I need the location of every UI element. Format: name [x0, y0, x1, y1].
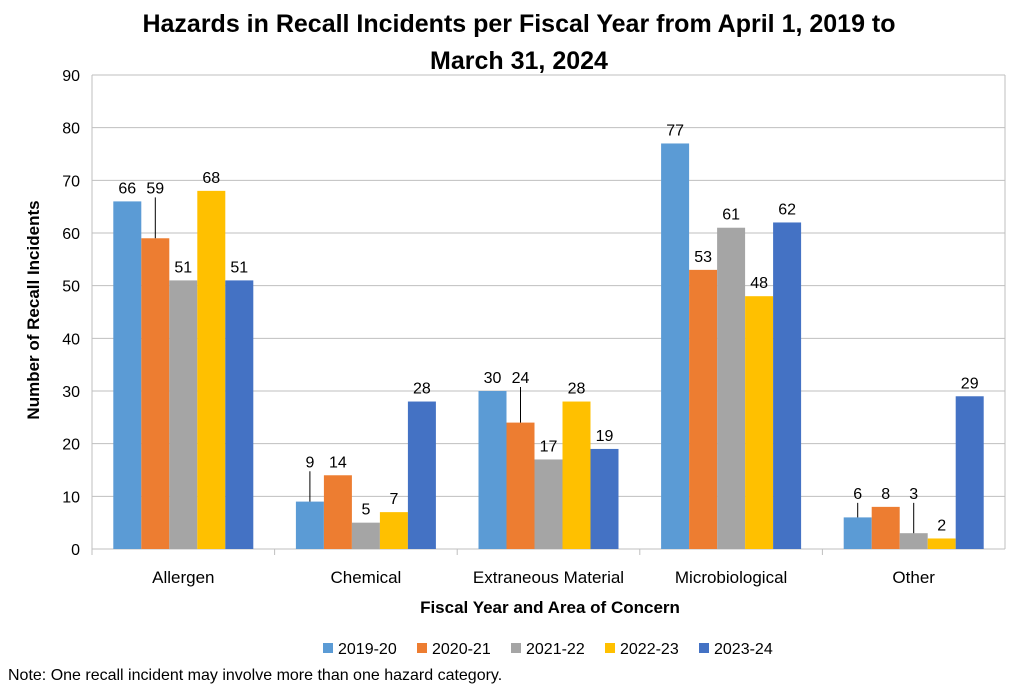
bar	[899, 533, 928, 549]
legend-label: 2021-22	[526, 641, 585, 658]
bar	[295, 501, 324, 549]
bar	[379, 512, 408, 549]
bar-chart: Hazards in Recall Incidents per Fiscal Y…	[24, 10, 1006, 658]
data-label: 51	[174, 259, 192, 276]
y-tick-label: 20	[62, 437, 80, 454]
data-label: 53	[694, 249, 712, 266]
data-label: 59	[146, 180, 164, 197]
y-axis-label: Number of Recall Incidents	[24, 200, 43, 419]
data-label: 61	[722, 207, 740, 224]
data-label: 66	[118, 180, 136, 197]
bar	[113, 201, 142, 549]
bar	[689, 269, 718, 549]
y-tick-label: 10	[62, 489, 80, 506]
legend-swatch	[511, 643, 521, 653]
data-label: 30	[484, 370, 502, 387]
bar	[661, 143, 690, 549]
y-tick-label: 50	[62, 279, 80, 296]
data-label: 7	[389, 491, 398, 508]
bars	[113, 143, 984, 549]
legend: 2019-20 2020-21 2021-22 2022-23 2023-24	[323, 641, 773, 658]
chart-title-line-2: March 31, 2024	[430, 47, 608, 75]
data-label: 48	[750, 275, 768, 292]
data-label: 62	[778, 201, 796, 218]
y-tick-label: 80	[62, 121, 80, 138]
y-axis-ticks: 0 10 20 30 40 50 60 70 80 90	[62, 68, 80, 559]
x-axis-categories: Allergen Chemical Extraneous Material Micro…	[152, 568, 935, 587]
legend-label: 2023-24	[714, 641, 773, 658]
data-label: 24	[512, 370, 530, 387]
category-label: Other	[892, 568, 935, 587]
y-tick-label: 30	[62, 384, 80, 401]
bar	[717, 227, 746, 549]
bar	[534, 459, 563, 549]
x-axis-label: Fiscal Year and Area of Concern	[420, 598, 680, 617]
bar	[323, 475, 352, 549]
data-label: 6	[853, 486, 862, 503]
legend-label: 2019-20	[338, 641, 397, 658]
data-label: 8	[881, 486, 890, 503]
bar	[407, 401, 436, 549]
bar	[871, 506, 900, 549]
legend-swatch	[417, 643, 427, 653]
data-label: 5	[361, 502, 370, 519]
legend-label: 2020-21	[432, 641, 491, 658]
category-label: Extraneous Material	[473, 568, 624, 587]
data-label: 28	[568, 381, 586, 398]
bar	[773, 222, 802, 549]
category-label: Chemical	[330, 568, 401, 587]
category-label: Allergen	[152, 568, 214, 587]
bar	[590, 448, 619, 549]
data-label: 28	[413, 381, 431, 398]
data-label: 9	[305, 454, 314, 471]
bar	[225, 280, 254, 549]
bar	[927, 538, 956, 549]
bar	[506, 422, 535, 549]
data-label: 51	[230, 259, 248, 276]
y-tick-label: 60	[62, 226, 80, 243]
data-label: 29	[961, 375, 979, 392]
legend-swatch	[323, 643, 333, 653]
bar	[843, 517, 872, 549]
legend-swatch	[699, 643, 709, 653]
bar	[478, 391, 507, 549]
y-tick-label: 90	[62, 68, 80, 85]
y-tick-label: 40	[62, 331, 80, 348]
data-label: 68	[202, 170, 220, 187]
chart-title-line-1: Hazards in Recall Incidents per Fiscal Y…	[142, 10, 895, 38]
bar	[351, 522, 380, 549]
bar	[141, 238, 170, 549]
data-label: 3	[909, 486, 918, 503]
bar	[562, 401, 591, 549]
data-label: 17	[540, 438, 558, 455]
data-label: 77	[666, 122, 684, 139]
bar	[745, 296, 774, 549]
footnote: Note: One recall incident may involve mo…	[8, 667, 503, 684]
data-label: 14	[329, 454, 347, 471]
data-label: 19	[596, 428, 614, 445]
data-label: 2	[937, 517, 946, 534]
category-label: Microbiological	[675, 568, 787, 587]
y-tick-label: 0	[71, 542, 80, 559]
legend-swatch	[605, 643, 615, 653]
legend-label: 2022-23	[620, 641, 679, 658]
bar	[169, 280, 198, 549]
bar	[955, 396, 984, 549]
y-tick-label: 70	[62, 173, 80, 190]
bar	[197, 190, 226, 549]
